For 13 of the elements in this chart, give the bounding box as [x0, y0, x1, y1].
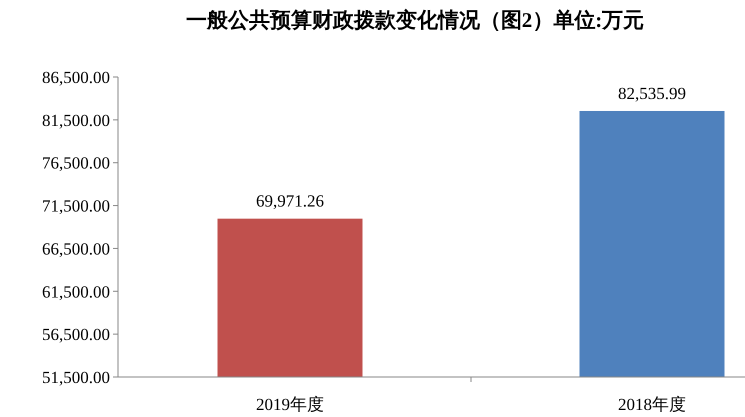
y-tick-label: 56,500.00: [42, 325, 110, 344]
y-tick-label: 86,500.00: [42, 68, 110, 87]
y-tick-label: 51,500.00: [42, 368, 110, 387]
chart-title: 一般公共预算财政拨款变化情况（图2）单位:万元: [186, 8, 644, 32]
y-tick-label: 81,500.00: [42, 110, 110, 130]
y-tick-label: 66,500.00: [42, 239, 110, 258]
x-tick-label: 2018年度: [618, 395, 686, 414]
x-tick-label: 2019年度: [256, 395, 324, 414]
data-label: 82,535.99: [618, 84, 686, 103]
y-tick-label: 61,500.00: [42, 282, 110, 302]
data-label: 69,971.26: [256, 192, 324, 211]
y-tick-label: 76,500.00: [42, 154, 110, 173]
y-tick-label: 71,500.00: [42, 196, 110, 216]
